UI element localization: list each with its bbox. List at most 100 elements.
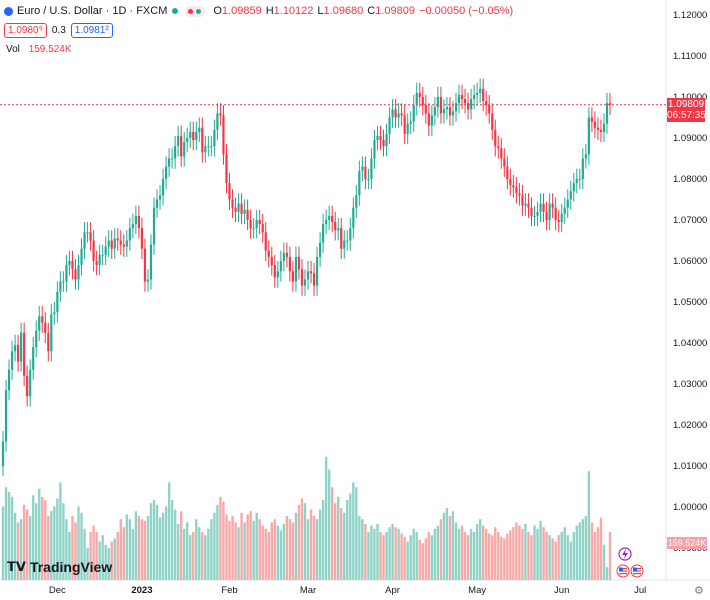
volume-bar: [475, 524, 479, 580]
candle-body: [44, 322, 47, 333]
candle-body: [370, 158, 373, 179]
candle-body: [95, 261, 98, 266]
volume-bar: [445, 508, 449, 580]
volume-bar: [237, 527, 240, 580]
gear-icon[interactable]: ⚙: [694, 585, 704, 597]
volume-bar: [385, 532, 388, 580]
volume-bar: [315, 519, 319, 580]
y-tick-label: 1.03000: [673, 379, 707, 390]
high-value: 1.10122: [273, 5, 314, 17]
candle-body: [397, 113, 400, 118]
candle-body: [23, 332, 26, 376]
volume-bar: [77, 506, 80, 580]
candle-body: [376, 135, 379, 141]
us-flag-icon[interactable]: [630, 564, 644, 578]
candle-body: [20, 332, 23, 362]
candle-body: [430, 115, 433, 126]
candle-body: [201, 127, 204, 153]
candle-body: [237, 203, 240, 212]
candle-body: [608, 103, 612, 105]
candle-body: [364, 166, 367, 179]
candle-body: [309, 271, 313, 274]
volume-bar: [192, 532, 195, 580]
volume-bar: [164, 506, 168, 580]
volume-bar: [539, 520, 542, 580]
candle-body: [581, 158, 584, 179]
candle-body: [110, 240, 113, 249]
symbol-title[interactable]: Euro / U.S. Dollar · 1D · FXCM: [17, 5, 168, 17]
candle-body: [119, 240, 122, 245]
volume-bar: [101, 535, 104, 580]
candle-body: [252, 228, 255, 230]
volume-bar: [521, 528, 524, 580]
candle-body: [80, 248, 83, 266]
candle-body: [515, 187, 518, 194]
volume-bar: [551, 538, 554, 580]
spread-value: 0.3: [51, 25, 66, 36]
candle-body: [479, 88, 482, 93]
candle-body: [361, 166, 364, 171]
volume-bar: [261, 525, 264, 580]
quote-panel: 1.0980⁹ 0.3 1.0981²: [4, 23, 113, 38]
volume-bar: [47, 516, 50, 580]
volume-bar: [451, 511, 455, 580]
volume-bar: [536, 528, 539, 580]
sell-button[interactable]: 1.0980⁹: [4, 23, 47, 38]
candle-body: [77, 265, 80, 280]
candle-body: [285, 252, 288, 257]
candle-body: [47, 332, 50, 352]
candle-body: [563, 207, 566, 214]
volume-bar: [228, 520, 231, 580]
candle-body: [249, 220, 252, 229]
volume-bar: [179, 511, 183, 580]
volume-bar: [605, 567, 609, 580]
volume-bar: [367, 532, 370, 580]
buy-button[interactable]: 1.0981²: [70, 23, 113, 38]
volume-bar: [454, 522, 458, 580]
volume-bar: [56, 498, 59, 580]
volume-value: 159.524K: [28, 44, 72, 55]
volume-legend[interactable]: Vol 159.524K: [6, 44, 72, 55]
logo-text: TradingView: [29, 559, 113, 575]
candle-body: [303, 279, 307, 286]
candle-body: [436, 97, 439, 108]
candle-body: [183, 142, 186, 157]
tradingview-logo-icon: 𝗧𝗩: [7, 559, 26, 574]
volume-bar: [427, 532, 431, 580]
volume-bar: [158, 517, 162, 580]
candle-body: [294, 256, 298, 282]
candle-body: [65, 265, 68, 282]
flash-icon[interactable]: [618, 547, 632, 561]
volume-bar: [98, 541, 101, 580]
candle-body: [38, 316, 41, 331]
volume-bar: [515, 522, 518, 580]
candle-body: [503, 158, 506, 167]
candle-body: [497, 146, 500, 149]
volume-bar: [397, 528, 400, 580]
volume-bar: [152, 500, 156, 580]
candle-body: [451, 111, 455, 116]
volume-bar: [210, 519, 213, 580]
candle-body: [26, 375, 29, 397]
volume-label: Vol: [6, 44, 20, 55]
volume-bar: [32, 495, 35, 580]
tradingview-logo[interactable]: 𝗧𝗩 TradingView: [7, 559, 112, 575]
candle-body: [107, 240, 110, 247]
candle-body: [343, 240, 346, 249]
candle-body: [587, 117, 590, 155]
candle-body: [261, 224, 264, 233]
volume-bar: [95, 532, 98, 580]
candle-body: [86, 232, 89, 234]
volume-bar: [466, 535, 470, 580]
change-value: −0.00050 (−0.05%): [419, 5, 514, 17]
candle-body: [231, 199, 234, 208]
volume-bar: [19, 519, 23, 580]
volume-bar: [312, 516, 316, 580]
volume-bar: [74, 522, 77, 580]
buy-sell-toggle-icon[interactable]: [185, 5, 206, 17]
us-flag-icon[interactable]: [616, 564, 630, 578]
volume-bar: [584, 516, 588, 580]
candle-body: [566, 199, 569, 208]
volume-bar: [563, 527, 566, 580]
